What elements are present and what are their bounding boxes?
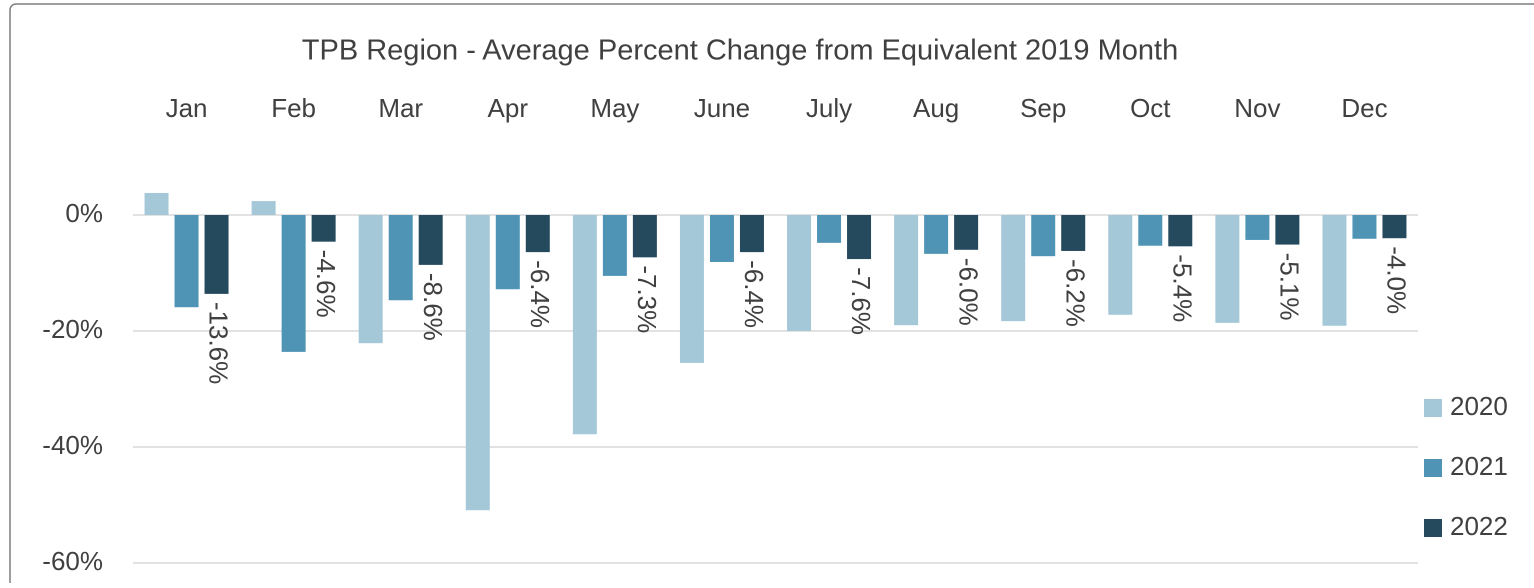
bar — [204, 215, 229, 294]
bar — [894, 215, 919, 326]
y-tick-label: 0% — [65, 198, 103, 228]
x-tick-label: Apr — [488, 93, 529, 123]
bar — [1215, 215, 1240, 323]
x-tick-label: Jan — [166, 93, 208, 123]
bar — [311, 215, 336, 242]
data-label: -7.6% — [846, 267, 876, 335]
bar — [787, 215, 812, 331]
x-tick-label: Aug — [913, 93, 959, 123]
legend-swatch — [1424, 399, 1442, 417]
bar — [1382, 215, 1407, 239]
bar — [251, 201, 276, 215]
bar — [1168, 215, 1193, 247]
x-tick-label: June — [694, 93, 750, 123]
x-tick-label: May — [590, 93, 639, 123]
bar — [924, 215, 949, 254]
x-tick-label: Oct — [1130, 93, 1171, 123]
chart-title: TPB Region - Average Percent Change from… — [302, 35, 1178, 67]
bar — [418, 215, 443, 265]
data-label: -5.4% — [1167, 254, 1197, 322]
x-tick-label: Sep — [1020, 93, 1066, 123]
bar — [679, 215, 704, 363]
bar — [602, 215, 627, 276]
bar — [1245, 215, 1270, 240]
bar — [465, 215, 490, 511]
y-tick-label: -40% — [42, 430, 103, 460]
bar — [572, 215, 597, 435]
y-tick-label: -60% — [42, 546, 103, 576]
data-label: -4.6% — [311, 250, 341, 318]
x-tick-label: Mar — [378, 93, 423, 123]
bar — [1275, 215, 1300, 245]
bar — [281, 215, 306, 352]
legend-swatch — [1424, 519, 1442, 537]
data-label: -6.0% — [953, 258, 983, 326]
data-label: -6.4% — [525, 260, 555, 328]
bar — [709, 215, 734, 262]
legend-label: 2020 — [1450, 391, 1508, 421]
bar — [525, 215, 550, 253]
bar — [358, 215, 383, 344]
x-tick-label: Dec — [1341, 93, 1387, 123]
bar — [495, 215, 520, 290]
bar — [1138, 215, 1163, 246]
legend-swatch — [1424, 459, 1442, 477]
x-tick-label: Nov — [1234, 93, 1280, 123]
bar — [739, 215, 764, 253]
data-label: -5.1% — [1275, 253, 1305, 321]
bar — [174, 215, 199, 308]
bar — [144, 192, 169, 215]
bar — [1061, 215, 1086, 251]
data-label: -13.6% — [204, 302, 234, 384]
bar — [1352, 215, 1377, 239]
bar — [954, 215, 979, 250]
y-tick-label: -20% — [42, 314, 103, 344]
data-label: -6.2% — [1060, 259, 1090, 327]
x-tick-label: July — [806, 93, 852, 123]
bar — [632, 215, 657, 258]
bar — [847, 215, 872, 260]
data-label: -6.4% — [739, 260, 769, 328]
bar — [817, 215, 842, 243]
bar — [1322, 215, 1347, 326]
x-tick-label: Feb — [271, 93, 316, 123]
legend-label: 2021 — [1450, 451, 1508, 481]
bar — [1108, 215, 1133, 315]
data-label: -4.0% — [1382, 246, 1412, 314]
chart-frame — [9, 3, 1534, 588]
bar — [388, 215, 413, 301]
bar — [1031, 215, 1056, 257]
data-label: -7.3% — [632, 265, 662, 333]
legend-label: 2022 — [1450, 511, 1508, 541]
data-label: -8.6% — [418, 273, 448, 341]
bar — [1001, 215, 1026, 322]
